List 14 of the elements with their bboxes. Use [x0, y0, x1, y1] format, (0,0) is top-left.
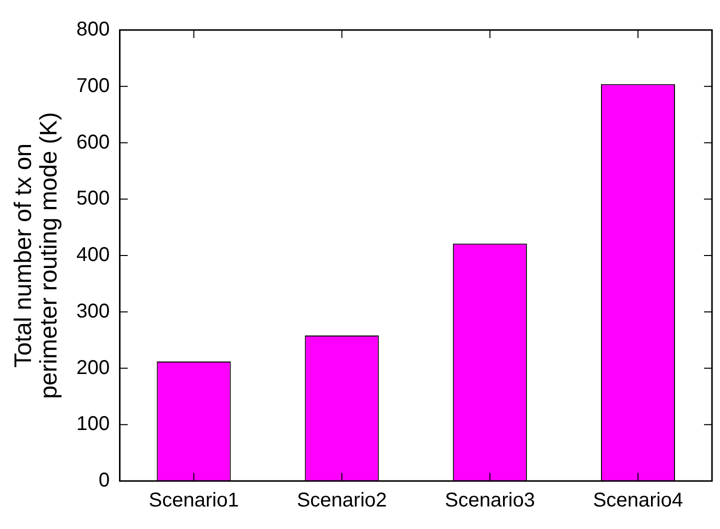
x-tick-label: Scenario1 — [148, 490, 239, 512]
y-tick-label: 0 — [98, 470, 110, 492]
x-tick-label: Scenario3 — [444, 490, 535, 512]
y-tick-label: 700 — [76, 74, 110, 97]
y-tick-label: 300 — [76, 300, 110, 322]
x-tick-label: Scenario4 — [592, 490, 683, 512]
x-tick-label: Scenario2 — [296, 490, 387, 512]
y-tick-label: 800 — [76, 18, 110, 41]
y-tick-label: 400 — [76, 244, 110, 266]
y-tick-label: 600 — [76, 131, 110, 154]
y-tick-label: 500 — [76, 188, 110, 210]
y-tick-label: 100 — [76, 413, 110, 436]
y-tick-label: 200 — [76, 356, 110, 379]
y-axis-title: Total number of tx on perimeter routing mode (K) — [10, 112, 62, 399]
